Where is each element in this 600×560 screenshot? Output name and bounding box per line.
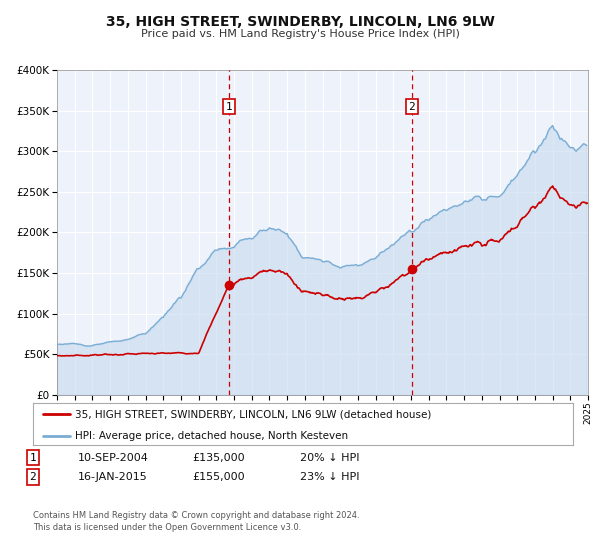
Text: 20% ↓ HPI: 20% ↓ HPI: [300, 452, 359, 463]
Text: 35, HIGH STREET, SWINDERBY, LINCOLN, LN6 9LW: 35, HIGH STREET, SWINDERBY, LINCOLN, LN6…: [106, 15, 494, 29]
Text: £135,000: £135,000: [192, 452, 245, 463]
Text: 2: 2: [29, 472, 37, 482]
Text: HPI: Average price, detached house, North Kesteven: HPI: Average price, detached house, Nort…: [75, 431, 348, 441]
Text: 35, HIGH STREET, SWINDERBY, LINCOLN, LN6 9LW (detached house): 35, HIGH STREET, SWINDERBY, LINCOLN, LN6…: [75, 409, 431, 419]
Text: 2: 2: [409, 101, 415, 111]
Text: 16-JAN-2015: 16-JAN-2015: [78, 472, 148, 482]
Text: £155,000: £155,000: [192, 472, 245, 482]
Text: 23% ↓ HPI: 23% ↓ HPI: [300, 472, 359, 482]
Text: 10-SEP-2004: 10-SEP-2004: [78, 452, 149, 463]
Text: Price paid vs. HM Land Registry's House Price Index (HPI): Price paid vs. HM Land Registry's House …: [140, 29, 460, 39]
Text: Contains HM Land Registry data © Crown copyright and database right 2024.
This d: Contains HM Land Registry data © Crown c…: [33, 511, 359, 531]
Text: 1: 1: [226, 101, 232, 111]
Text: 1: 1: [29, 452, 37, 463]
